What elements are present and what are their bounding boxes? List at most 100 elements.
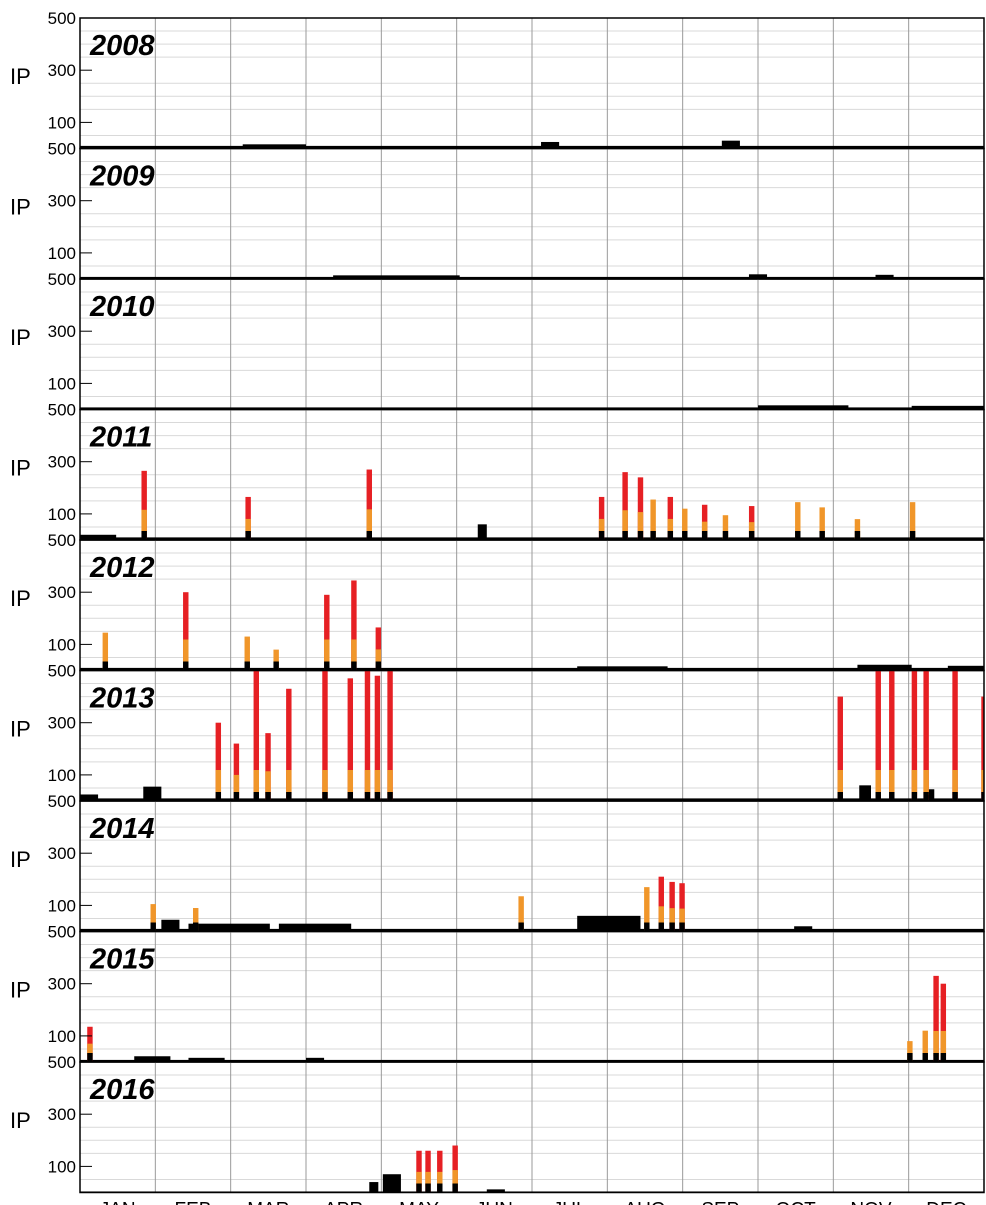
event-bar-medium-segment bbox=[679, 908, 685, 926]
panel-2015: 100 300 500 IP 2015 bbox=[10, 923, 985, 1063]
y-tick-label: 300 bbox=[48, 192, 76, 211]
event-bar-low-segment bbox=[183, 661, 189, 671]
event-bar-low-segment bbox=[324, 661, 330, 671]
low-activity-bar bbox=[188, 923, 270, 932]
month-label: JUN bbox=[476, 1200, 513, 1205]
year-label: 2008 bbox=[89, 30, 155, 62]
event-bar-low-segment bbox=[701, 531, 708, 540]
y-tick-label: 300 bbox=[48, 1105, 76, 1124]
y-tick-label: 100 bbox=[48, 1157, 76, 1176]
event-bar bbox=[351, 580, 357, 671]
event-bar-low-segment bbox=[233, 792, 240, 801]
event-bar-medium-segment bbox=[837, 770, 843, 795]
event-bar bbox=[347, 678, 354, 801]
event-bar-low-segment bbox=[193, 922, 199, 932]
event-bar-low-segment bbox=[658, 922, 664, 932]
event-bar bbox=[819, 507, 825, 540]
event-bar-low-segment bbox=[150, 922, 156, 932]
event-bar bbox=[244, 636, 250, 671]
y-axis-label: IP bbox=[10, 325, 31, 350]
event-bar-low-segment bbox=[416, 1183, 422, 1193]
y-tick-label: 500 bbox=[48, 401, 76, 420]
event-bar bbox=[644, 887, 650, 932]
low-activity-bar bbox=[242, 144, 306, 149]
event-bar-medium-segment bbox=[923, 770, 929, 795]
event-bar-low-segment bbox=[650, 531, 656, 540]
event-bar-low-segment bbox=[669, 922, 675, 932]
y-tick-label: 300 bbox=[48, 322, 76, 341]
event-bar bbox=[102, 632, 109, 671]
year-label: 2009 bbox=[89, 161, 155, 193]
event-bar bbox=[981, 696, 985, 801]
event-bar-medium-segment bbox=[324, 639, 330, 665]
y-tick-label: 300 bbox=[48, 844, 76, 863]
event-bar-low-segment bbox=[940, 1053, 947, 1062]
panel-2010: 100 300 500 IP 2010 bbox=[10, 270, 985, 411]
event-bar-low-segment bbox=[889, 792, 895, 801]
event-bar-medium-segment bbox=[748, 522, 755, 534]
event-bar-medium-segment bbox=[598, 518, 605, 534]
event-bar-low-segment bbox=[952, 792, 958, 801]
event-bar bbox=[286, 688, 292, 801]
baseline-activity bbox=[80, 1059, 984, 1062]
year-label: 2013 bbox=[89, 683, 155, 715]
event-bar-low-segment bbox=[667, 531, 674, 540]
month-label: DEC bbox=[926, 1200, 966, 1205]
low-activity-bar bbox=[577, 666, 668, 671]
event-bar-low-segment bbox=[819, 531, 825, 540]
panel-2013: 100 300 500 IP 2013 bbox=[10, 662, 985, 802]
y-tick-label: 500 bbox=[48, 140, 76, 159]
low-activity-bar bbox=[794, 926, 813, 932]
y-axis-label: IP bbox=[10, 978, 31, 1003]
event-bar bbox=[933, 975, 939, 1062]
low-activity-bar bbox=[486, 1189, 505, 1193]
y-tick-label: 100 bbox=[48, 896, 76, 915]
event-bar-low-segment bbox=[682, 531, 688, 540]
event-bar-medium-segment bbox=[933, 1031, 939, 1056]
y-tick-label: 500 bbox=[48, 1053, 76, 1072]
event-bar bbox=[374, 675, 381, 801]
event-bar-low-segment bbox=[425, 1183, 431, 1193]
y-axis-label: IP bbox=[10, 456, 31, 481]
low-activity-bar bbox=[925, 789, 935, 801]
event-bar bbox=[854, 519, 861, 540]
event-bar-medium-segment bbox=[183, 639, 189, 665]
low-activity-bar bbox=[161, 919, 180, 932]
event-bar-medium-segment bbox=[875, 770, 881, 795]
event-bar-low-segment bbox=[347, 792, 354, 801]
event-bar-medium-segment bbox=[253, 770, 259, 795]
event-bar-low-segment bbox=[933, 1053, 939, 1062]
event-bar-medium-segment bbox=[940, 1031, 947, 1056]
event-bar-low-segment bbox=[598, 531, 605, 540]
event-bar-low-segment bbox=[374, 792, 381, 801]
event-bar-low-segment bbox=[923, 792, 929, 801]
y-axis-label: IP bbox=[10, 586, 31, 611]
event-bar bbox=[650, 499, 656, 540]
event-bar bbox=[911, 670, 918, 801]
baseline-activity bbox=[80, 667, 984, 671]
low-activity-bar bbox=[947, 665, 984, 671]
event-bar-medium-segment bbox=[981, 770, 985, 795]
y-tick-label: 300 bbox=[48, 583, 76, 602]
event-bar-low-segment bbox=[909, 531, 916, 540]
event-bar-medium-segment bbox=[425, 1171, 431, 1187]
event-bar-low-segment bbox=[387, 792, 393, 801]
panel-frame bbox=[79, 1061, 985, 1194]
event-bar-medium-segment bbox=[637, 512, 644, 534]
event-bar bbox=[622, 472, 628, 540]
y-axis-label: IP bbox=[10, 717, 31, 742]
event-bar-low-segment bbox=[437, 1183, 443, 1193]
low-activity-bar bbox=[857, 664, 912, 671]
event-bar bbox=[909, 502, 916, 540]
event-bar-medium-segment bbox=[658, 906, 664, 926]
event-bar-low-segment bbox=[637, 531, 644, 540]
event-bar bbox=[322, 670, 328, 801]
event-bar-low-segment bbox=[911, 792, 918, 801]
event-bar bbox=[667, 496, 674, 540]
event-bar-medium-segment bbox=[347, 770, 354, 795]
month-label: AUG bbox=[624, 1200, 665, 1205]
low-activity-bar bbox=[80, 534, 117, 540]
event-bar bbox=[245, 496, 251, 540]
low-activity-bar bbox=[721, 140, 740, 149]
low-activity-bar bbox=[333, 275, 460, 279]
